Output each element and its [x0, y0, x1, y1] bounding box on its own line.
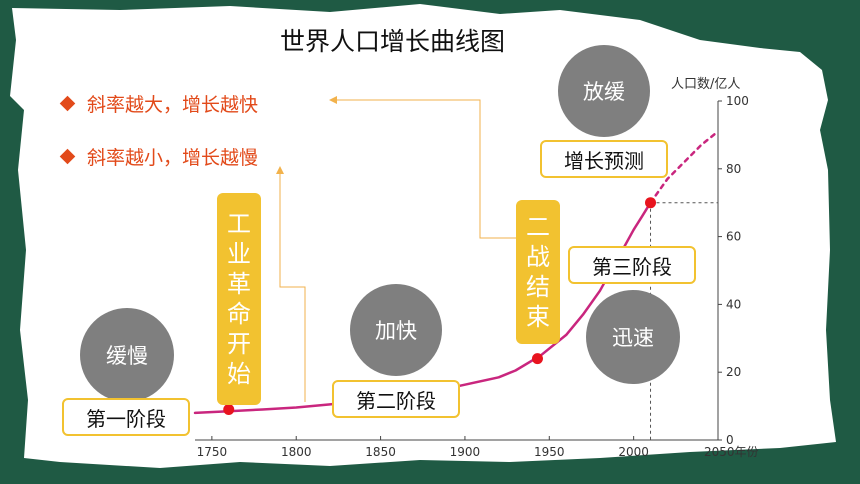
diamond-icon: [59, 148, 76, 165]
event-markers: [223, 197, 657, 415]
diamond-icon: [59, 95, 76, 112]
y-tick-label: 60: [726, 230, 741, 244]
callout-line-slower: [279, 172, 306, 402]
x-tick-label: 1950: [534, 445, 565, 459]
event-char: 革: [227, 270, 251, 298]
y-tick-label: 80: [726, 162, 741, 176]
bullet-text: 斜率越大，增长越快: [87, 94, 259, 116]
x-tick-label: 1850: [365, 445, 396, 459]
y-tick-label: 20: [726, 365, 741, 379]
x-tick-label: 1750: [197, 445, 228, 459]
event-char: 束: [526, 303, 550, 331]
event-marker-dot: [223, 403, 235, 415]
event-ww2-end: 二战结束: [516, 200, 560, 344]
event-industrial-revolution: 工业革命开始: [217, 193, 261, 405]
arrow-icon: [276, 166, 284, 174]
x-tick-label: 2050年份: [704, 445, 759, 459]
y-tick-label: 0: [726, 433, 734, 447]
bullet-text: 斜率越小，增长越慢: [87, 147, 259, 169]
circle-rapid: 迅速: [586, 290, 680, 384]
stage-second-label: 第二阶段: [332, 380, 460, 418]
y-tick-label: 100: [726, 94, 749, 108]
y-tick-label: 40: [726, 297, 741, 311]
page-title: 世界人口增长曲线图: [280, 27, 506, 56]
forecast-label: 增长预测: [540, 140, 668, 178]
event-char: 开: [227, 330, 251, 358]
x-tick-label: 1900: [450, 445, 481, 459]
event-char: 工: [227, 210, 251, 238]
arrow-icon: [329, 96, 337, 104]
event-char: 二: [526, 213, 550, 241]
event-char: 战: [526, 243, 550, 271]
event-marker-dot: [645, 197, 657, 209]
event-char: 命: [227, 300, 251, 328]
y-axis-label: 人口数/亿人: [671, 77, 741, 92]
event-char: 始: [227, 360, 251, 388]
x-tick-label: 2000: [618, 445, 649, 459]
circle-slow: 缓慢: [80, 308, 174, 402]
event-marker-dot: [531, 353, 543, 365]
stage-third-label: 第三阶段: [568, 246, 696, 284]
bullet-faster: 斜率越大，增长越快: [59, 90, 259, 117]
stage-first-label: 第一阶段: [62, 398, 190, 436]
forecast-line: [649, 130, 720, 204]
circle-faster: 加快: [350, 284, 442, 376]
event-char: 结: [526, 273, 550, 301]
circle-slowing: 放缓: [558, 45, 650, 137]
guide-lines: [276, 96, 718, 440]
bullet-slower: 斜率越小，增长越慢: [59, 143, 259, 170]
callout-line-faster: [335, 99, 516, 239]
event-char: 业: [227, 240, 251, 268]
x-tick-label: 1800: [281, 445, 312, 459]
